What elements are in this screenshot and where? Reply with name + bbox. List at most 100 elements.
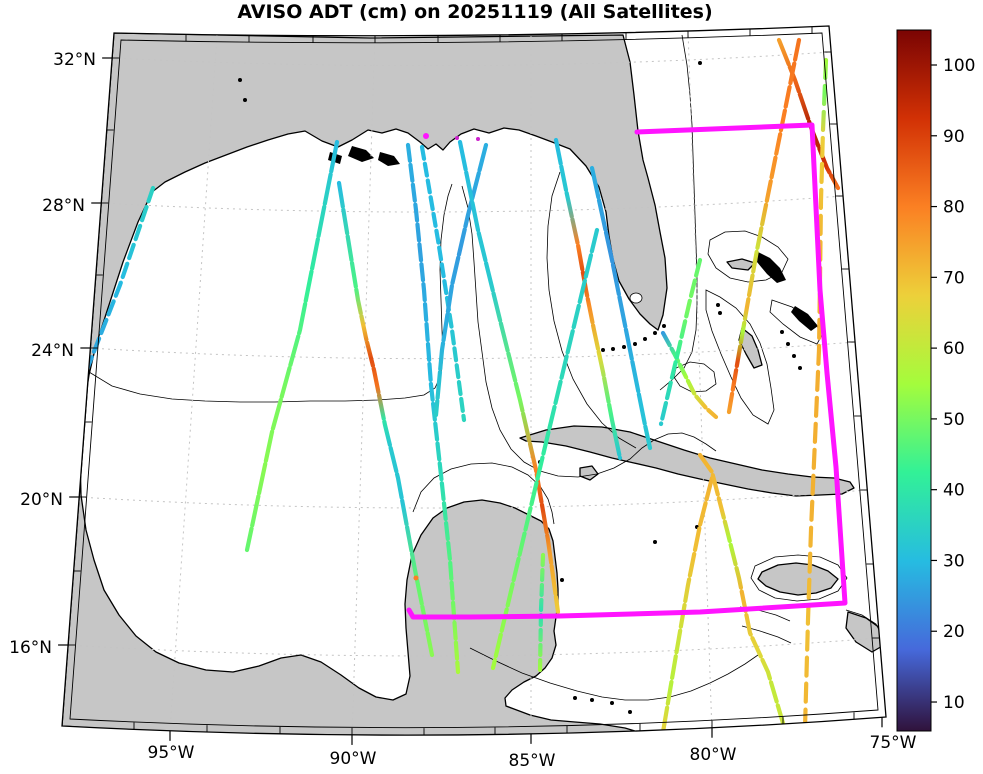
contour-campeche-bank [412,462,555,525]
colorbar-tick-70: 70 [943,268,965,288]
axis-labels: 32°N 28°N 24°N 20°N 16°N 95°W 90°W 85°W 80°W 75°W [9,50,917,771]
island-eleuthera [791,306,818,331]
study-region-box-layer [406,122,848,620]
islet-dot [643,337,647,341]
lon-label-90°W: 90°W [330,749,377,769]
contour-great-bahama-bank [705,289,775,425]
land-isla-juventud [579,465,599,481]
land-jamaica [757,562,839,596]
land-north-america-mainland [62,32,668,736]
islet-dot [780,330,784,334]
track-delta-descending-2 [419,144,467,423]
plot-title: AVISO ADT (cm) on 20251119 (All Satellit… [237,1,713,23]
islet-dot [590,698,594,702]
islet-dot [573,696,577,700]
islet-dot [653,331,657,335]
lat-label-28°N: 28°N [42,196,85,216]
lon-label-95°W: 95°W [148,743,195,763]
meridian-3 [687,29,713,734]
lon-label-85°W: 85°W [509,751,556,771]
track-la-to-campeche [244,139,340,553]
islet-dot [628,710,632,714]
lake-okeechobee [629,292,643,304]
lat-label-24°N: 24°N [31,341,74,361]
anomaly-dot [423,133,429,139]
track-yucatan-red-x [457,139,561,615]
colorbar-tick-80: 80 [943,198,965,218]
contour-west-florida-shelf [546,171,637,449]
land-cuba [519,425,855,497]
track-right-edge-orange [802,57,829,731]
colorbar-tick-30: 30 [943,551,965,571]
graticule-grid [67,29,879,736]
track-straits-blue [589,165,653,451]
colorbar-tick-50: 50 [943,410,965,430]
islet-dot [633,342,637,346]
island-marsh-2 [378,152,400,166]
contour-jamaica-offshore [750,554,848,602]
track-loop-current-red [553,137,623,461]
track-jamaica-ascending [697,452,788,733]
islet-dot [622,345,626,349]
track-caribbean-orange-south [659,475,715,736]
islet-dot [610,701,614,705]
study-region-box [406,122,848,620]
satellite-tracks-layer [83,37,841,736]
islet-dot [792,354,796,358]
colorbar-tick-60: 60 [943,339,965,359]
anomaly-dot [455,136,459,140]
islet-dot [798,366,802,370]
islet-dot [243,98,247,102]
colorbar-tick-10: 10 [943,693,965,713]
land-hispaniola-fragment [845,611,885,653]
islet-dot [716,303,720,307]
contour-little-bahama-bank [707,230,789,283]
island-marsh-1 [348,146,374,162]
island-abaco [757,252,786,283]
anomaly-dot [476,137,480,141]
colorbar-tick-40: 40 [943,481,965,501]
islet-dot [786,342,790,346]
track-straits-rainbow [660,330,719,420]
track-delta-descending-1 [405,142,461,675]
meridian-0 [169,34,218,732]
colorbar-tick-90: 90 [943,127,965,147]
islet-dot [653,540,657,544]
anomaly-dots-layer [413,133,480,581]
parallel-1 [100,195,843,213]
islet-dot [718,311,722,315]
lat-label-32°N: 32°N [53,50,96,70]
contour-great-bahama-bank-east [769,299,824,345]
islet-dot [560,578,564,582]
track-bahamas-teal [658,257,703,427]
contour-caribbean-winding [469,647,759,701]
track-gulf-red-eddy [336,180,435,658]
lon-label-75°W: 75°W [870,733,917,753]
colorbar-tick-100: 100 [943,56,975,76]
track-delta-x-left [433,142,489,418]
islet-dot [601,348,605,352]
track-texas-coast [83,185,156,375]
colorbar-gradient [896,29,932,732]
colorbar: 10 20 30 40 50 60 70 80 90 100 [896,29,975,732]
track-yucatan-short-green [537,552,546,675]
lat-label-16°N: 16°N [9,638,52,658]
lon-label-80°W: 80°W [690,745,737,765]
lat-label-20°N: 20°N [20,490,63,510]
map-frame [61,25,887,736]
land-grand-bahama [726,258,756,271]
frame-inner [69,32,879,729]
frame-outer [61,25,887,736]
parallel-3 [78,489,867,509]
islet-dot [662,324,666,328]
meridian-1 [351,32,376,736]
colorbar-tick-20: 20 [943,622,965,642]
contour-gulf-stream-atlantic [659,34,698,391]
islet-dot [238,78,242,82]
islet-dot [698,61,702,65]
islet-dot [611,347,615,351]
land-layer [62,32,885,736]
track-atlantic-long-orange [726,37,802,415]
